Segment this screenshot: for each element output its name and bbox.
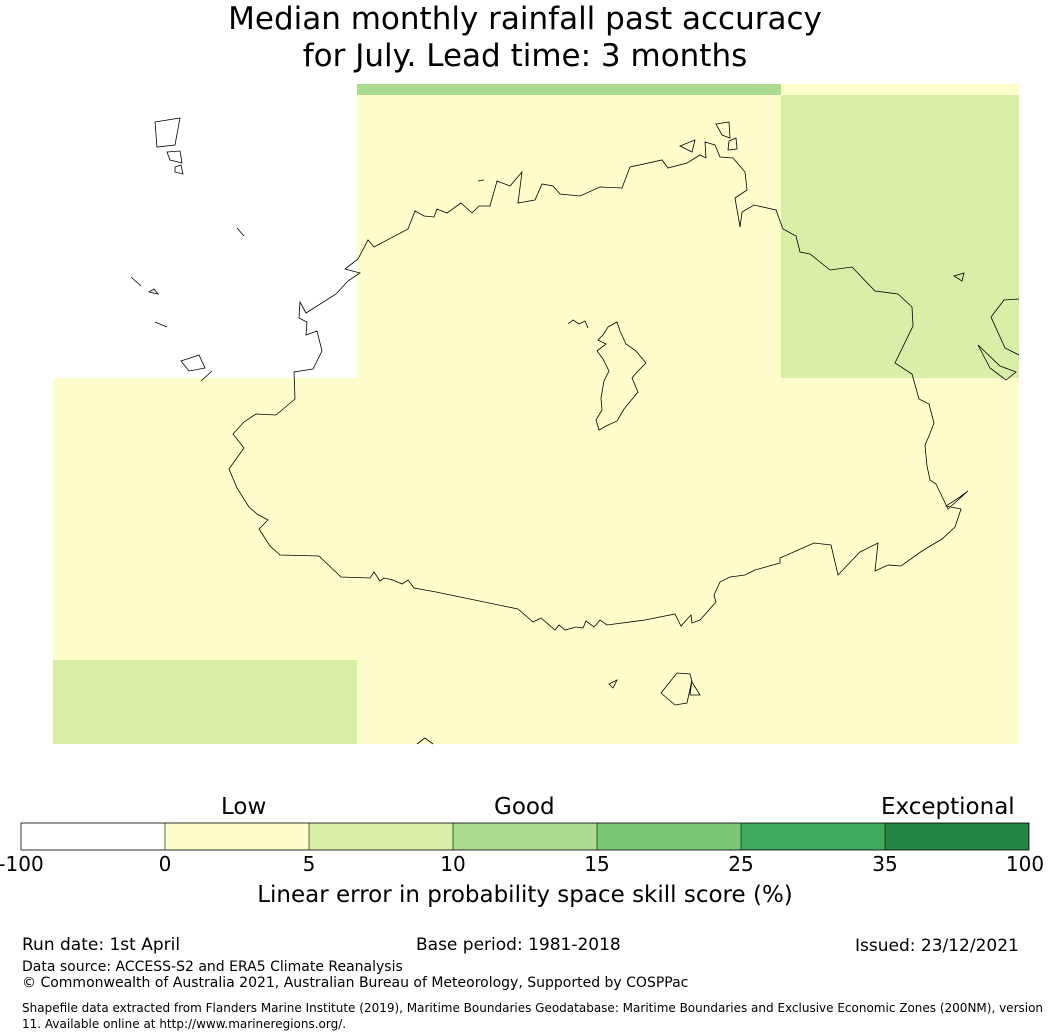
islet [416, 737, 434, 745]
colorbar-tick-label: 0 [158, 852, 172, 876]
legend-category-low: Low [221, 794, 267, 820]
colorbar-tick-label: 25 [728, 852, 754, 876]
colorbar-bin [165, 823, 309, 850]
issued-date: Issued: 23/12/2021 [855, 936, 1019, 956]
islet [130, 276, 142, 287]
colorbar-tick-label: 100 [1005, 852, 1045, 876]
colorbar [20, 822, 1030, 851]
legend-category-good: Good [494, 794, 555, 820]
eez-outline [228, 141, 969, 631]
map-title-line-1: Median monthly rainfall past accuracy [228, 1, 822, 37]
colorbar-tick-label: -100 [0, 852, 44, 876]
islet [715, 121, 731, 139]
grid-cells [53, 84, 1019, 744]
islet [727, 137, 738, 151]
grid-cell [781, 95, 1019, 378]
colorbar-label: Linear error in probability space skill … [257, 882, 793, 908]
islet [990, 298, 1020, 356]
islet [154, 321, 168, 328]
colorbar-tick-label: 10 [440, 852, 466, 876]
grid-cell [53, 660, 357, 744]
base-period: Base period: 1981-2018 [416, 935, 621, 955]
colorbar-tick-label: 5 [302, 852, 316, 876]
colorbar-frame [20, 822, 1030, 851]
colorbar-bin [453, 823, 597, 850]
islet [567, 319, 589, 329]
data-source: Data source: ACCESS-S2 and ERA5 Climate … [22, 959, 403, 975]
run-date: Run date: 1st April [22, 935, 181, 955]
colorbar-bin [741, 823, 885, 850]
islet [477, 179, 485, 182]
islet [977, 344, 1017, 381]
colorbar-bin [21, 823, 165, 850]
islet [660, 672, 701, 706]
colorbar-bin [885, 823, 1029, 850]
colorbar-bin [309, 823, 453, 850]
colorbar-tick-label: 15 [584, 852, 610, 876]
copyright: © Commonwealth of Australia 2021, Austra… [22, 975, 689, 991]
islet [608, 679, 618, 689]
islet [154, 117, 181, 148]
grid-cell [357, 84, 781, 95]
map-title-line-2: for July. Lead time: 3 months [302, 38, 748, 74]
central-island [595, 321, 647, 431]
shapefile-credit: Shapefile data extracted from Flanders M… [22, 1001, 1044, 1031]
grid-cell [781, 84, 1019, 95]
islet [953, 272, 965, 282]
grid-cell [781, 378, 1019, 744]
islet [679, 139, 696, 153]
islet [166, 150, 183, 164]
islet [200, 370, 213, 382]
grid-cell [357, 95, 781, 744]
colorbar-bin [597, 823, 741, 850]
grid-cell [53, 378, 357, 660]
islet [174, 164, 184, 175]
islet [180, 354, 206, 372]
islet [236, 227, 245, 237]
legend-category-exceptional: Exceptional [881, 794, 1015, 820]
eez-boundary [130, 117, 1020, 745]
colorbar-tick-label: 35 [872, 852, 898, 876]
islet [147, 288, 160, 295]
